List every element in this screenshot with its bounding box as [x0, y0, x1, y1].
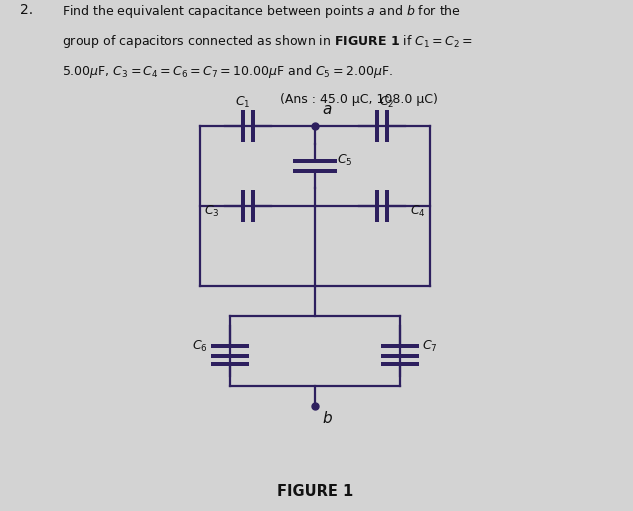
Text: $C_7$: $C_7$	[422, 338, 437, 354]
Text: (Ans : 45.0 μC, 108.0 μC): (Ans : 45.0 μC, 108.0 μC)	[280, 93, 438, 106]
Text: 5.00$\mu$F, $C_3=C_4=C_6=C_7=10.00\mu$F and $C_5=2.00\mu$F.: 5.00$\mu$F, $C_3=C_4=C_6=C_7=10.00\mu$F …	[62, 63, 393, 80]
Text: $C_1$: $C_1$	[235, 95, 251, 110]
Text: $C_4$: $C_4$	[410, 203, 426, 219]
Text: $C_6$: $C_6$	[192, 338, 208, 354]
Text: FIGURE 1: FIGURE 1	[277, 484, 353, 499]
Text: 2.: 2.	[20, 3, 33, 17]
Text: $C_2$: $C_2$	[379, 95, 394, 110]
Text: group of capacitors connected as shown in $\mathbf{FIGURE\ 1}$ if $C_1=C_2=$: group of capacitors connected as shown i…	[62, 33, 473, 50]
Text: Find the equivalent capacitance between points $\mathit{a}$ and $\mathit{b}$ for: Find the equivalent capacitance between …	[62, 3, 461, 20]
Text: $C_5$: $C_5$	[337, 152, 353, 168]
Text: $C_3$: $C_3$	[204, 203, 220, 219]
Text: $a$: $a$	[322, 102, 332, 117]
Text: $b$: $b$	[322, 410, 333, 426]
